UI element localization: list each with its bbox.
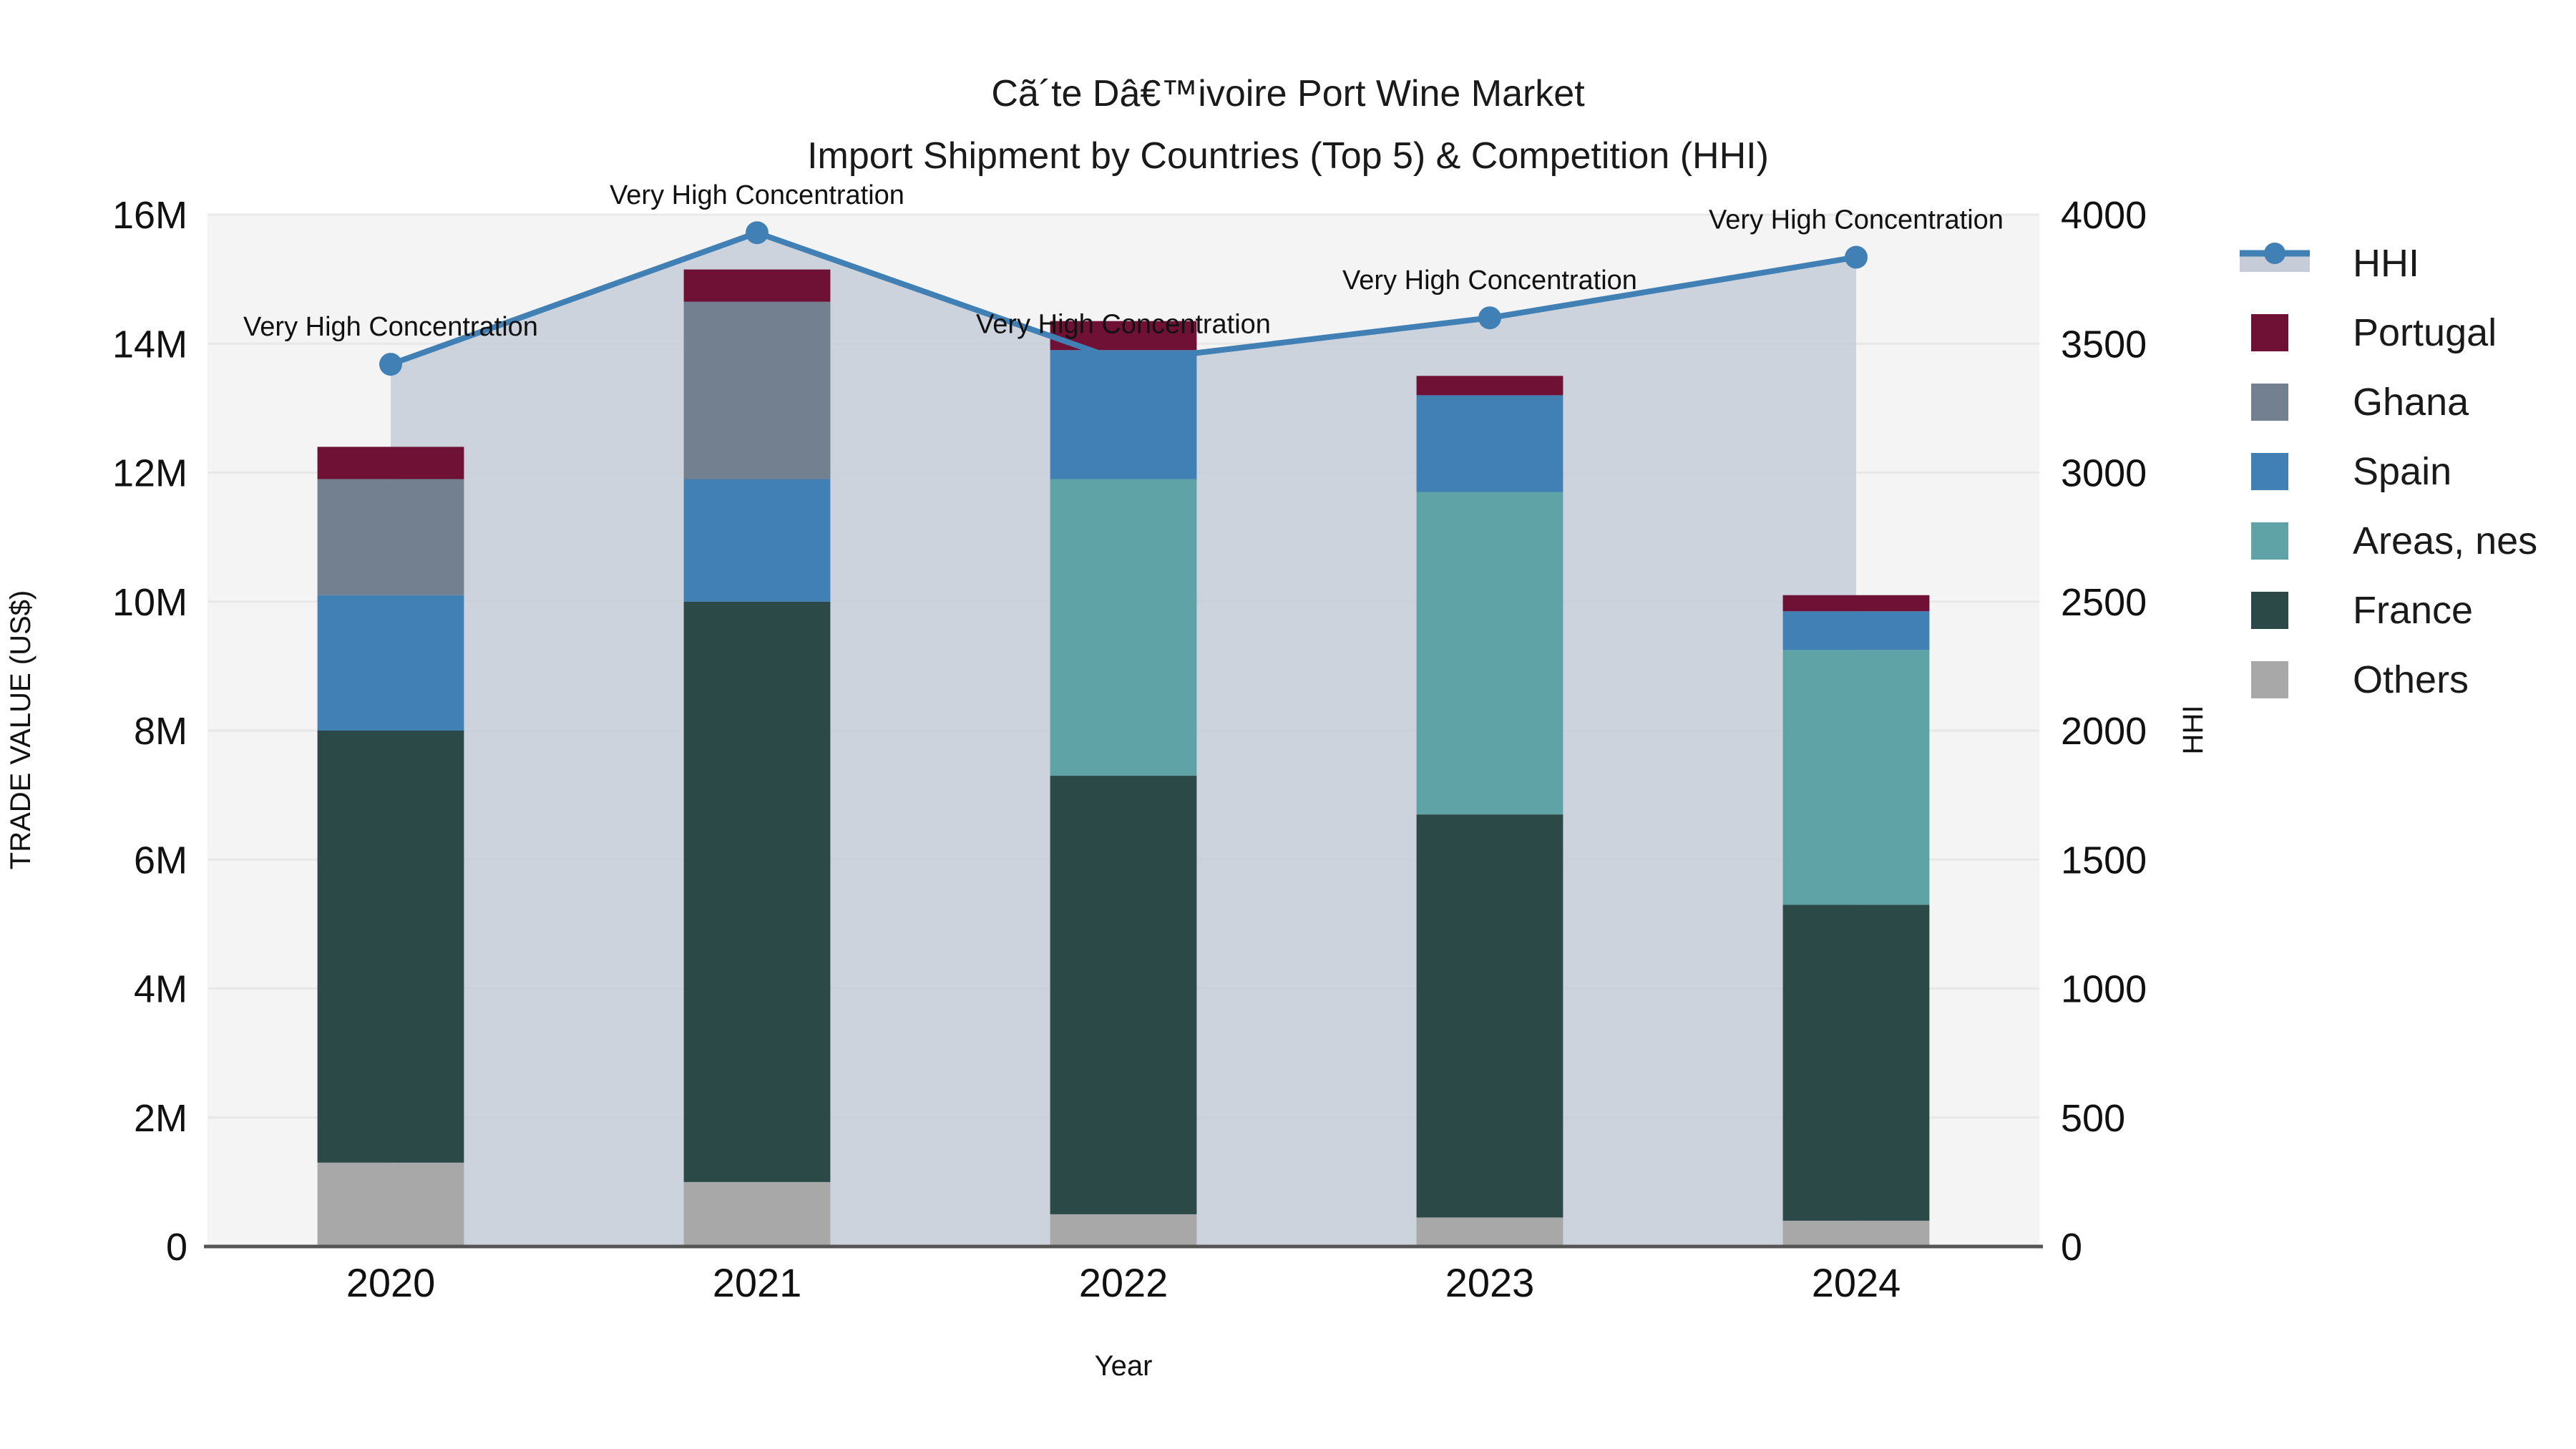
y2-axis-tick-label: 4000 <box>2061 194 2147 237</box>
y2-axis-tick-label: 1000 <box>2061 968 2147 1011</box>
hhi-data-point <box>379 353 402 376</box>
bar-segment <box>1416 1217 1563 1246</box>
legend-item-label: Others <box>2353 658 2469 701</box>
legend-item-label: Ghana <box>2353 381 2469 424</box>
y2-axis-tick-label: 3000 <box>2061 452 2147 495</box>
y2-axis-tick-label: 2000 <box>2061 710 2147 753</box>
legend-color-swatch <box>2251 522 2288 560</box>
bar-segment <box>1416 376 1563 396</box>
x-axis-tick-label: 2023 <box>1445 1260 1535 1305</box>
bar-segment <box>1050 776 1197 1214</box>
hhi-data-point <box>1845 245 1868 269</box>
y2-axis-title: HHI <box>2177 706 2209 755</box>
concentration-annotation: Very High Concentration <box>1342 265 1637 296</box>
bar-segment <box>683 479 831 602</box>
bar-segment <box>1416 395 1563 492</box>
legend-color-swatch <box>2251 453 2288 490</box>
bar-segment <box>317 595 464 731</box>
y-axis-title: TRADE VALUE (US$) <box>5 590 36 869</box>
legend-item-label: Areas, nes <box>2353 519 2537 562</box>
legend-item[interactable]: Others <box>2251 658 2469 701</box>
bar-segment <box>1782 650 1930 905</box>
bar-segment <box>683 269 831 302</box>
concentration-annotation: Very High Concentration <box>243 312 538 342</box>
bar-segment <box>1050 1214 1197 1246</box>
legend-item-label: Spain <box>2353 450 2451 493</box>
bar-segment <box>317 447 464 479</box>
bar-stack <box>1416 376 1563 1246</box>
legend-color-swatch <box>2251 314 2288 351</box>
hhi-data-point <box>1112 350 1135 374</box>
x-axis-tick-label: 2024 <box>1812 1260 1901 1305</box>
y-axis-tick-label: 16M <box>112 194 187 237</box>
y2-axis-tick-label: 3500 <box>2061 323 2147 366</box>
y-axis-tick-label: 14M <box>112 323 187 366</box>
bar-stack <box>1782 595 1930 1246</box>
legend-item[interactable]: Areas, nes <box>2251 519 2537 562</box>
y-axis-tick-label: 12M <box>112 452 187 495</box>
bar-segment <box>683 1181 831 1246</box>
bar-stack <box>683 269 831 1246</box>
legend-color-swatch <box>2251 661 2288 698</box>
concentration-annotation: Very High Concentration <box>1709 205 2004 235</box>
y-axis-tick-label: 4M <box>134 968 187 1011</box>
bar-segment <box>1782 611 1930 650</box>
hhi-data-point <box>1478 306 1501 330</box>
bar-segment <box>317 479 464 595</box>
legend-item[interactable]: France <box>2251 589 2473 632</box>
x-axis-tick-label: 2021 <box>713 1260 802 1305</box>
legend-marker-dot <box>2264 243 2285 264</box>
concentration-annotation: Very High Concentration <box>976 309 1271 339</box>
x-axis-tick-label: 2022 <box>1079 1260 1169 1305</box>
bar-segment <box>317 1162 464 1246</box>
legend-item[interactable]: Portugal <box>2251 311 2497 354</box>
hhi-line-group <box>379 221 1868 376</box>
legend-color-swatch <box>2251 592 2288 629</box>
bar-segment <box>1416 814 1563 1218</box>
bar-segment <box>1782 904 1930 1221</box>
bar-stack <box>1050 321 1197 1246</box>
legend: HHI Portugal Ghana Spain Areas, nes France Oth… <box>2240 242 2537 701</box>
concentration-annotation: Very High Concentration <box>610 180 904 210</box>
y-axis-ticks: 0 2M 4M 6M 8M 10M 12M 14M 16M <box>112 194 187 1269</box>
bar-segment <box>683 301 831 479</box>
legend-item[interactable]: Spain <box>2251 450 2451 493</box>
y2-axis-tick-label: 500 <box>2061 1097 2125 1140</box>
legend-color-swatch <box>2251 384 2288 421</box>
legend-item-label: France <box>2353 589 2473 632</box>
bar-segment <box>1416 492 1563 815</box>
annotations-group: Very High Concentration Very High Concent… <box>243 180 2004 342</box>
y-axis-tick-label: 2M <box>134 1097 187 1140</box>
legend-item-label: HHI <box>2353 242 2419 285</box>
x-axis-title: Year <box>1095 1350 1153 1382</box>
bar-segment <box>317 731 464 1163</box>
x-axis-tick-label: 2020 <box>346 1260 436 1305</box>
hhi-data-point <box>746 221 769 245</box>
x-axis-ticks: 2020 2021 2022 2023 2024 <box>346 1260 1901 1305</box>
legend-item[interactable]: HHI <box>2240 242 2419 285</box>
y2-axis-ticks: 0 500 1000 1500 2000 2500 3000 3500 4000 <box>2061 194 2147 1269</box>
bar-segment <box>1782 595 1930 612</box>
y2-axis-tick-label: 2500 <box>2061 581 2147 624</box>
bar-segment <box>683 601 831 1182</box>
bar-segment <box>1782 1220 1930 1246</box>
bar-stack <box>317 447 464 1246</box>
y-axis-tick-label: 6M <box>134 839 187 882</box>
y2-axis-tick-label: 1500 <box>2061 839 2147 882</box>
chart-subtitle: Import Shipment by Countries (Top 5) & C… <box>807 135 1769 177</box>
bars-group <box>317 269 1930 1246</box>
y-axis-tick-label: 10M <box>112 581 187 624</box>
y-axis-tick-label: 0 <box>166 1226 187 1269</box>
y2-axis-tick-label: 0 <box>2061 1226 2082 1269</box>
y-axis-tick-label: 8M <box>134 710 187 753</box>
bar-segment <box>1050 479 1197 776</box>
legend-item[interactable]: Ghana <box>2251 381 2469 424</box>
chart-title: Cã´te Dâ€™ivoire Port Wine Market <box>991 73 1585 114</box>
legend-item-label: Portugal <box>2353 311 2497 354</box>
